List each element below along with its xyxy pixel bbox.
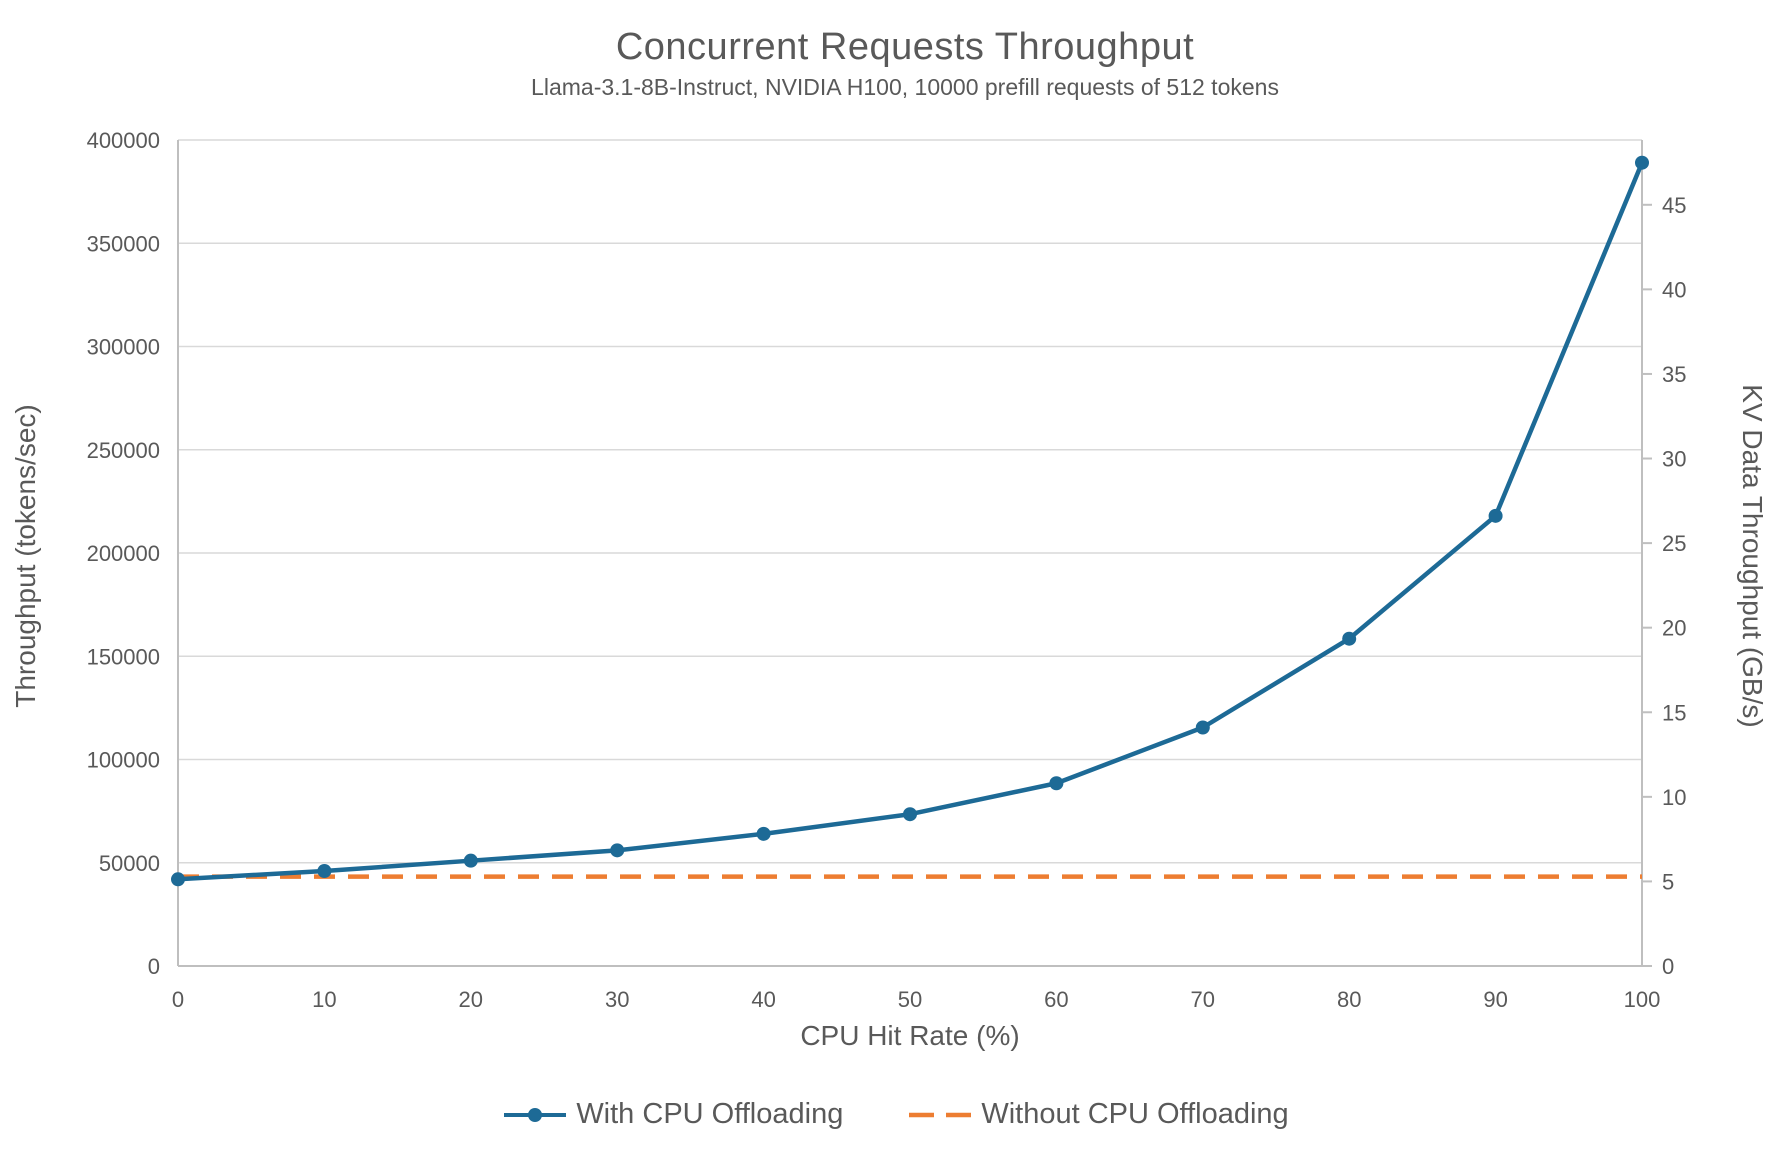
data-point-marker [1342, 631, 1357, 646]
series-with-cpu-offloading [177, 161, 1645, 882]
y-tick-label-right: 40 [1662, 277, 1686, 302]
y-axis-title-right: KV Data Throughput (GB/s) [1737, 384, 1768, 728]
chart-subtitle: Llama-3.1-8B-Instruct, NVIDIA H100, 1000… [531, 74, 1279, 100]
y-tick-label-right: 45 [1662, 193, 1686, 218]
data-point-marker [463, 853, 478, 868]
data-point-marker [903, 807, 917, 822]
y-tick-label-right: 30 [1662, 447, 1686, 472]
y-tick-label-left: 150000 [87, 644, 160, 669]
legend-label: With CPU Offloading [576, 1098, 844, 1130]
y-axis-ticks-right: 0 5 10 15 20 25 30 35 40 45 [1642, 193, 1686, 979]
x-tick-label: 40 [751, 987, 775, 1012]
y-tick-label-left: 0 [148, 954, 160, 979]
legend-item-without-offloading: Without CPU Offloading [907, 1098, 1289, 1131]
data-point-marker [1635, 155, 1649, 170]
y-axis-ticks-left: 0 50000 100000 150000 200000 250000 300000 3500… [87, 128, 160, 979]
data-point-marker [1488, 508, 1503, 523]
x-tick-label: 60 [1044, 987, 1068, 1012]
gridlines [178, 139, 1642, 864]
x-tick-label: 70 [1191, 987, 1215, 1012]
y-tick-label-left: 200000 [87, 541, 160, 566]
y-tick-label-right: 10 [1662, 785, 1686, 810]
x-tick-label: 100 [1624, 987, 1661, 1012]
y-tick-label-right: 20 [1662, 616, 1686, 641]
y-tick-label-left: 300000 [87, 335, 160, 360]
data-point-marker [1049, 776, 1064, 791]
y-tick-label-right: 25 [1662, 531, 1686, 556]
y-tick-label-left: 50000 [99, 851, 160, 876]
data-point-marker [317, 864, 332, 879]
x-tick-label: 80 [1337, 987, 1361, 1012]
x-tick-label: 20 [459, 987, 483, 1012]
data-point-marker [1195, 720, 1210, 735]
x-axis-title: CPU Hit Rate (%) [800, 1020, 1020, 1051]
y-tick-label-left: 250000 [87, 438, 160, 463]
y-tick-label-right: 35 [1662, 362, 1686, 387]
dashed-line-icon [909, 1112, 974, 1117]
y-tick-label-left: 100000 [87, 748, 160, 773]
data-point-marker [756, 826, 771, 841]
legend-item-with-offloading: With CPU Offloading [502, 1098, 843, 1131]
series-with-cpu-offloading-markers [171, 155, 1649, 887]
legend-label: Without CPU Offloading [981, 1098, 1289, 1130]
legend: With CPU Offloading Without CPU Offloadi… [0, 1098, 1791, 1131]
y-tick-label-left: 400000 [87, 128, 160, 153]
data-point-marker [610, 843, 625, 858]
x-tick-label: 30 [605, 987, 629, 1012]
x-tick-label: 50 [898, 987, 922, 1012]
y-tick-label-right: 15 [1662, 700, 1686, 725]
line-with-marker-icon [504, 1107, 567, 1122]
y-tick-label-left: 350000 [87, 231, 160, 256]
y-tick-label-right: 5 [1662, 869, 1674, 894]
x-tick-label: 0 [172, 987, 184, 1012]
data-point-marker [171, 872, 185, 887]
chart-title: Concurrent Requests Throughput [615, 26, 1195, 68]
y-axis-title-left: Throughput (tokens/sec) [10, 404, 41, 708]
x-tick-label: 90 [1483, 987, 1507, 1012]
axis-lines [177, 140, 1643, 967]
x-axis-ticks: 0 10 20 30 40 50 60 70 80 90 100 [172, 987, 1660, 1012]
x-tick-label: 10 [312, 987, 336, 1012]
y-tick-label-right: 0 [1662, 954, 1674, 979]
